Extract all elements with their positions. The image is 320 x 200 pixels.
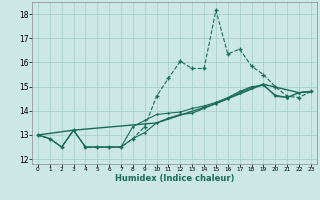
X-axis label: Humidex (Indice chaleur): Humidex (Indice chaleur) (115, 174, 234, 183)
